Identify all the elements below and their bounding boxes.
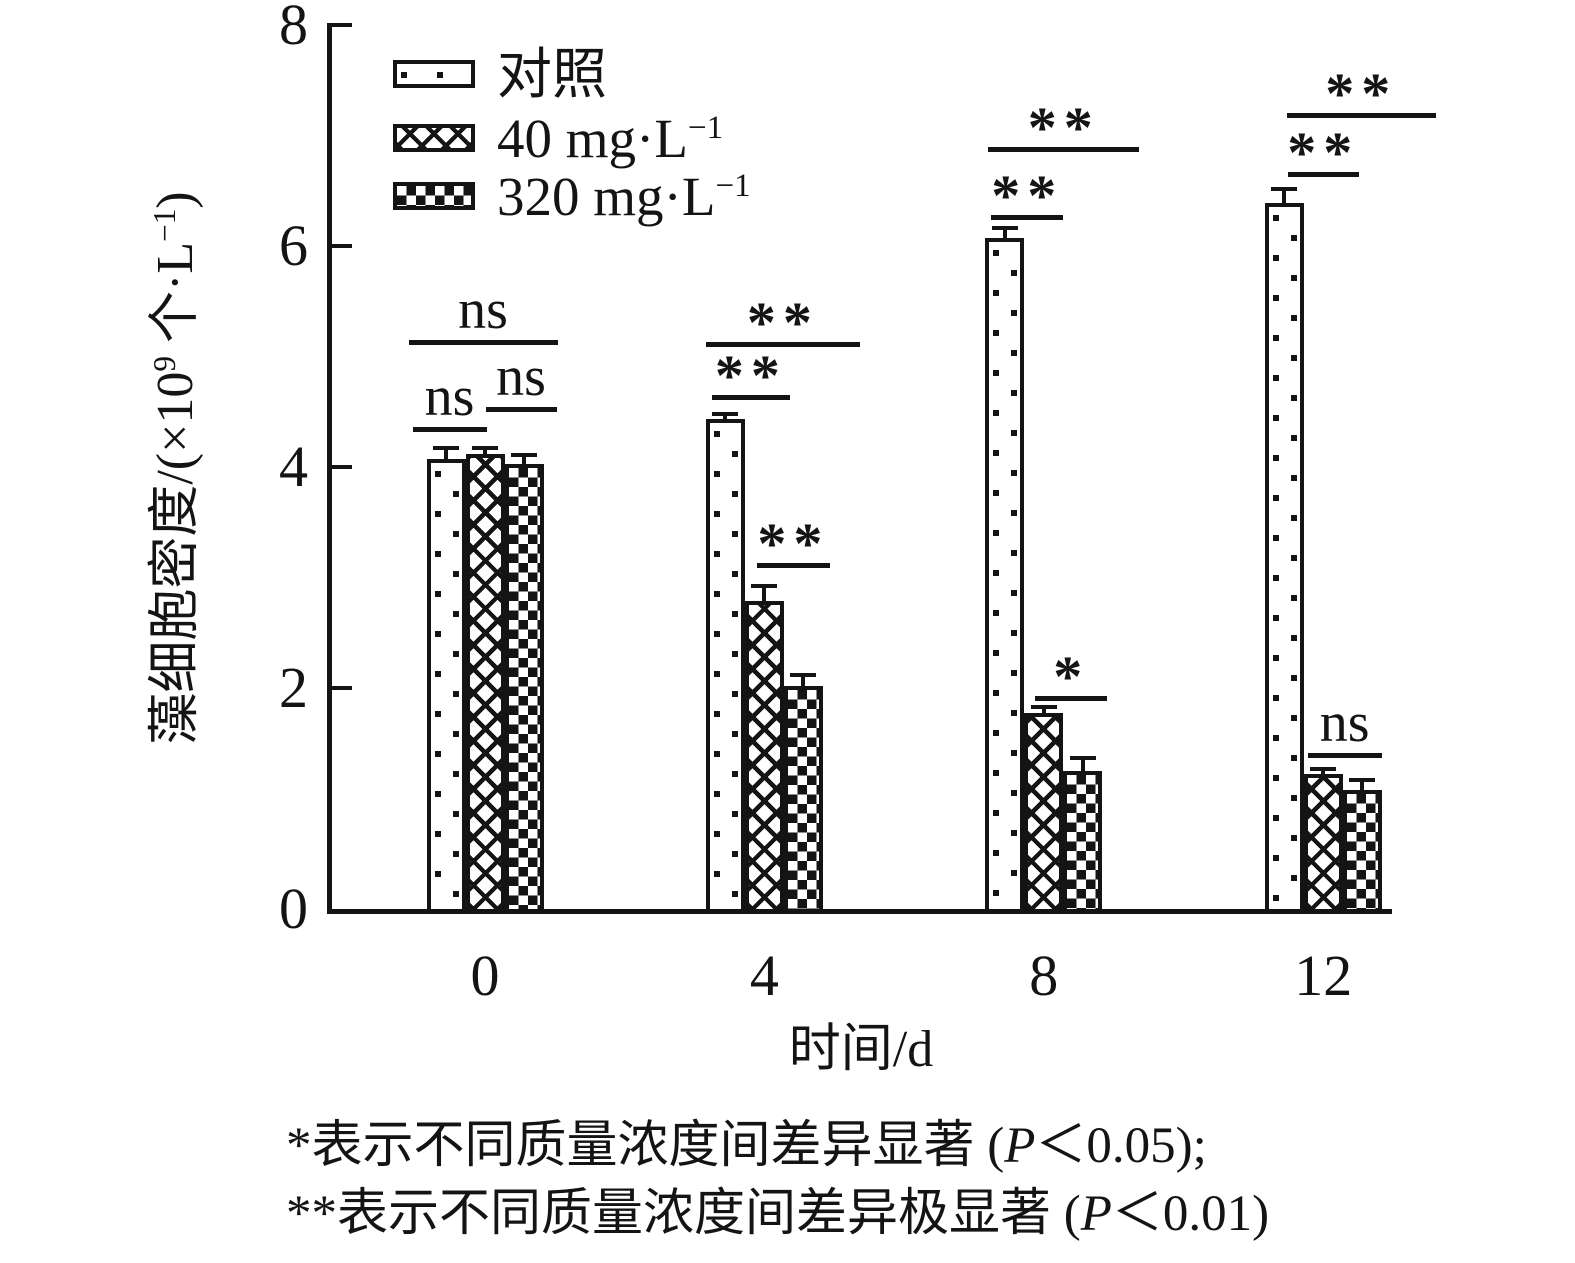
error-bar-stem (522, 454, 526, 466)
significance-line (412, 427, 487, 433)
bar-dots-cat8 (985, 238, 1025, 913)
legend-swatch-hatch (393, 124, 475, 152)
y-axis-tick (332, 23, 352, 27)
significance-line (1307, 753, 1382, 759)
y-axis-tick (332, 686, 352, 690)
error-bar-cap (433, 446, 459, 451)
error-bar-cap (991, 226, 1018, 231)
y-axis-title-text: ) (147, 191, 204, 209)
error-bar-stem (762, 586, 767, 603)
significance-line (1287, 171, 1359, 177)
footnote-significant: *表示不同质量浓度间差异显著 (P＜0.05); (286, 1118, 1207, 1174)
bar-dots-cat12 (1264, 202, 1304, 913)
y-axis-title-superscript: 9 (146, 355, 182, 372)
y-axis-tick (332, 244, 352, 248)
significance-line (705, 342, 860, 348)
error-bar-stem (1321, 768, 1326, 777)
y-tick-label: 2 (279, 655, 308, 720)
significance-line (756, 563, 830, 569)
y-tick-label: 4 (279, 434, 308, 499)
footnote-highly-significant: **表示不同质量浓度间差异极显著 (P＜0.01) (286, 1186, 1270, 1242)
error-bar-stem (1360, 779, 1365, 792)
x-axis-line (327, 909, 1392, 914)
x-tick-label: 12 (1294, 943, 1353, 1008)
error-bar-stem (1080, 757, 1085, 773)
bar-dots-cat0 (426, 459, 466, 913)
error-bar-cap (751, 584, 778, 589)
error-bar-cap (1310, 766, 1337, 771)
legend-item-control: 对照 (393, 47, 607, 102)
error-bar-cap (1271, 186, 1298, 191)
error-bar-stem (801, 674, 806, 688)
y-axis-tick (332, 465, 352, 469)
significance-label: ** (714, 343, 787, 409)
legend-label: 对照 (497, 43, 608, 105)
bar-hatch-cat0 (465, 453, 505, 913)
legend-item-40mg: 40 mg·L−1 (393, 111, 723, 166)
significance-line (1035, 695, 1108, 701)
legend-label: 320 mg·L−1 (497, 165, 751, 227)
y-tick-label: 8 (279, 0, 308, 57)
bar-hatch-cat8 (1024, 713, 1064, 913)
legend-label: 40 mg·L−1 (497, 107, 724, 169)
legend-item-320mg: 320 mg·L−1 (393, 169, 751, 224)
error-bar-cap (712, 411, 739, 416)
significance-line (1286, 113, 1436, 119)
x-axis-title: 时间/d (788, 1021, 934, 1078)
significance-line (408, 339, 558, 345)
error-bar-cap (1069, 755, 1096, 760)
significance-label: * (1053, 643, 1090, 709)
x-tick-label: 8 (1029, 943, 1059, 1008)
bar-checker-cat0 (504, 463, 544, 913)
significance-label: ** (757, 511, 830, 577)
significance-label: ns (1319, 692, 1370, 755)
error-bar-stem (1282, 188, 1287, 205)
legend-swatch-checker (393, 182, 475, 210)
significance-label: ns (424, 366, 475, 429)
bar-checker-cat12 (1342, 789, 1382, 913)
significance-label: ** (1325, 61, 1398, 127)
y-axis-title: 藻细胞密度/(×109 个·L−1) (145, 23, 209, 913)
y-axis-title-text: 藻细胞密度/(×10 (147, 371, 204, 745)
significance-label: ** (1027, 94, 1100, 160)
error-bar-cap (1349, 777, 1376, 782)
significance-label: ** (746, 290, 819, 356)
significance-line (991, 215, 1064, 221)
bar-checker-cat8 (1063, 770, 1103, 913)
error-bar-stem (483, 448, 487, 456)
x-tick-label: 4 (749, 943, 779, 1008)
error-bar-cap (472, 446, 498, 451)
y-axis-title-superscript: −1 (146, 208, 182, 242)
legend-swatch-dots (393, 60, 475, 88)
error-bar-cap (511, 452, 537, 457)
y-tick-label: 6 (279, 213, 308, 278)
significance-label: ns (496, 346, 546, 409)
error-bar-stem (1041, 706, 1046, 716)
significance-line (485, 407, 557, 413)
error-bar-cap (790, 672, 817, 677)
bar-hatch-cat4 (744, 600, 784, 913)
error-bar-stem (444, 448, 448, 462)
bar-checker-cat4 (783, 685, 823, 913)
significance-label: ns (458, 278, 508, 341)
y-axis-title-text: 个·L (147, 241, 204, 356)
y-tick-label: 0 (279, 876, 308, 941)
error-bar-stem (723, 413, 728, 422)
y-axis-line (327, 23, 332, 914)
significance-line (988, 146, 1140, 152)
significance-label: ** (991, 163, 1064, 229)
error-bar-cap (1030, 704, 1057, 709)
x-tick-label: 0 (470, 943, 500, 1008)
bar-hatch-cat12 (1303, 774, 1343, 913)
significance-label: ** (1287, 119, 1360, 185)
bar-dots-cat4 (705, 419, 745, 913)
error-bar-stem (1002, 228, 1007, 241)
significance-line (711, 395, 790, 401)
